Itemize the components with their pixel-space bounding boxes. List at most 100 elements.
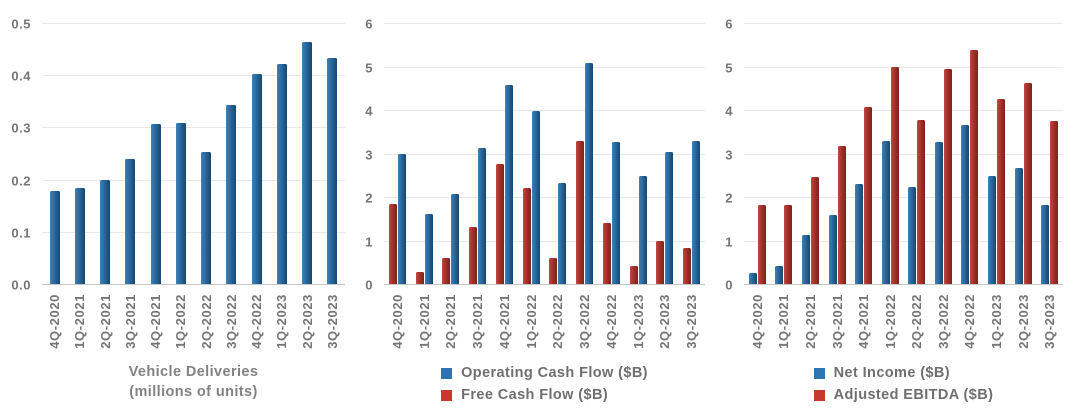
category-slot bbox=[824, 24, 851, 285]
x-tick-label: 4Q-2022 bbox=[603, 294, 619, 349]
x-tick-label: 2Q-2021 bbox=[97, 294, 113, 349]
x-tick-label: 1Q-2023 bbox=[630, 294, 646, 349]
bar-free-cash-flow-b bbox=[442, 258, 451, 285]
x-tick-label: 3Q-2021 bbox=[122, 294, 138, 349]
bar-free-cash-flow-b bbox=[495, 164, 504, 285]
category-slot bbox=[438, 24, 465, 285]
x-tick: 4Q-2021 bbox=[143, 294, 168, 352]
y-tick-label: 0.0 bbox=[11, 277, 31, 293]
bar-operating-cash-flow-b bbox=[424, 213, 433, 285]
x-tick: 3Q-2023 bbox=[320, 294, 345, 352]
x-tick-label: 3Q-2021 bbox=[829, 294, 845, 349]
bar-vehicle-deliveries-millions-of-units bbox=[74, 188, 85, 285]
bar-net-income-b bbox=[828, 214, 837, 285]
y-tick-label: 6 bbox=[725, 16, 733, 32]
bar-operating-cash-flow-b bbox=[397, 153, 406, 285]
x-tick-label: 1Q-2021 bbox=[72, 294, 88, 349]
bar-adjusted-ebitda-b bbox=[1023, 82, 1032, 285]
bar-net-income-b bbox=[881, 140, 890, 285]
bar-free-cash-flow-b bbox=[576, 141, 585, 285]
category-slot bbox=[957, 24, 984, 285]
category-slot bbox=[244, 24, 269, 285]
x-tick-label: 4Q-2020 bbox=[389, 294, 405, 349]
y-tick-label: 0.1 bbox=[11, 225, 31, 241]
x-tick: 2Q-2022 bbox=[545, 294, 572, 352]
category-slot bbox=[320, 24, 345, 285]
x-tick-label: 3Q-2021 bbox=[470, 294, 486, 349]
bars-layer bbox=[42, 24, 345, 285]
x-tick: 2Q-2021 bbox=[93, 294, 118, 352]
category-slot bbox=[797, 24, 824, 285]
bar-net-income-b bbox=[1014, 167, 1023, 285]
category-slot bbox=[678, 24, 705, 285]
x-tick: 4Q-2021 bbox=[850, 294, 877, 352]
y-tick-label: 1 bbox=[365, 234, 373, 249]
x-tick-label: 1Q-2022 bbox=[523, 294, 539, 349]
bar-operating-cash-flow-b bbox=[558, 182, 567, 285]
legend-items: Net Income ($B) Adjusted EBITDA ($B) bbox=[813, 364, 994, 405]
x-tick-label: 4Q-2020 bbox=[749, 294, 765, 349]
x-tick: 2Q-2023 bbox=[652, 294, 679, 352]
legend-swatch-red bbox=[441, 389, 453, 401]
legend: Operating Cash Flow ($B) Free Cash Flow (… bbox=[384, 364, 705, 405]
bar-net-income-b bbox=[801, 235, 810, 285]
chart-body: 0 1 2 3 4 5 6 4Q-2020 1Q-2021 2Q-2021 3Q-2021 4Q-20… bbox=[345, 18, 705, 352]
bar-vehicle-deliveries-millions-of-units bbox=[175, 123, 186, 285]
x-tick: 3Q-2021 bbox=[824, 294, 851, 352]
category-slot bbox=[219, 24, 244, 285]
bar-vehicle-deliveries-millions-of-units bbox=[251, 73, 262, 285]
x-tick: 1Q-2021 bbox=[771, 294, 798, 352]
x-tick-label: 3Q-2022 bbox=[223, 294, 239, 349]
y-tick-label: 1 bbox=[725, 234, 733, 249]
gridline bbox=[42, 179, 345, 181]
x-axis-line bbox=[744, 284, 1063, 285]
bar-net-income-b bbox=[855, 184, 864, 285]
x-tick-label: 1Q-2021 bbox=[416, 294, 432, 349]
gridline bbox=[744, 23, 1063, 24]
category-slot bbox=[877, 24, 904, 285]
category-slot bbox=[598, 24, 625, 285]
x-tick: 2Q-2022 bbox=[194, 294, 219, 352]
y-tick-label: 5 bbox=[365, 60, 373, 75]
gridline bbox=[42, 75, 345, 77]
bar-adjusted-ebitda-b bbox=[784, 204, 793, 285]
bar-adjusted-ebitda-b bbox=[837, 145, 846, 285]
category-slot bbox=[143, 24, 168, 285]
category-slot bbox=[118, 24, 143, 285]
bar-free-cash-flow-b bbox=[549, 258, 558, 285]
gridline bbox=[384, 66, 705, 68]
x-tick-label: 4Q-2022 bbox=[249, 294, 265, 349]
y-tick-label: 4 bbox=[725, 103, 733, 119]
y-axis: 0.0 0.1 0.2 0.3 0.4 0.5 bbox=[0, 18, 42, 292]
legend-label: Operating Cash Flow ($B) bbox=[461, 365, 648, 381]
y-tick-label: 0.4 bbox=[11, 68, 31, 84]
category-slot bbox=[983, 24, 1010, 285]
bar-net-income-b bbox=[775, 265, 784, 285]
bar-adjusted-ebitda-b bbox=[1050, 121, 1059, 285]
bar-net-income-b bbox=[748, 273, 757, 285]
bar-free-cash-flow-b bbox=[469, 227, 478, 285]
gridline bbox=[42, 23, 345, 24]
bar-free-cash-flow-b bbox=[629, 265, 638, 285]
legend-label: Net Income ($B) bbox=[833, 365, 951, 381]
bar-vehicle-deliveries-millions-of-units bbox=[276, 64, 287, 285]
chart-body: 0 1 2 3 4 5 6 4Q-2020 1Q-2021 2Q-2021 3Q-2021 4Q-20… bbox=[705, 18, 1063, 352]
y-tick-label: 0 bbox=[725, 277, 733, 293]
chart-subtitle: (millions of units) bbox=[129, 383, 258, 400]
x-axis-labels: 4Q-2020 1Q-2021 2Q-2021 3Q-2021 4Q-2021 1Q-20… bbox=[42, 285, 345, 352]
category-slot bbox=[771, 24, 798, 285]
bar-adjusted-ebitda-b bbox=[970, 50, 979, 285]
bar-net-income-b bbox=[987, 175, 996, 285]
x-tick: 4Q-2022 bbox=[957, 294, 984, 352]
category-slot bbox=[744, 24, 771, 285]
gridline bbox=[384, 23, 705, 24]
x-tick: 2Q-2023 bbox=[295, 294, 320, 352]
legend-swatch-red bbox=[813, 389, 825, 401]
x-tick-label: 2Q-2022 bbox=[198, 294, 214, 349]
bar-adjusted-ebitda-b bbox=[810, 176, 819, 285]
gridline bbox=[744, 197, 1063, 198]
x-tick: 1Q-2023 bbox=[983, 294, 1010, 352]
x-tick-label: 3Q-2022 bbox=[935, 294, 951, 349]
x-tick: 3Q-2023 bbox=[1036, 294, 1063, 352]
